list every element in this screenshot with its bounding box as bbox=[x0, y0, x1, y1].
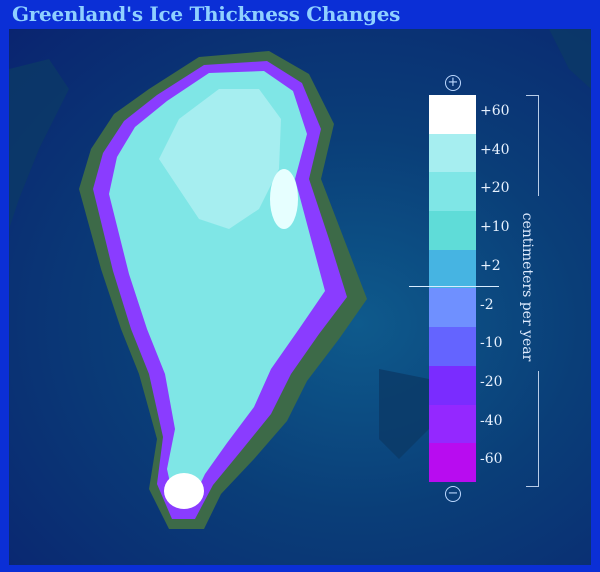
legend-unit-label: centimeters per year bbox=[519, 212, 535, 362]
plus-icon: + bbox=[445, 75, 461, 91]
legend-swatch bbox=[429, 288, 476, 328]
legend-swatch bbox=[429, 443, 476, 482]
legend-label: +20 bbox=[480, 180, 510, 197]
legend-label: +40 bbox=[480, 141, 510, 158]
map-title: Greenland's Ice Thickness Changes bbox=[12, 2, 401, 26]
legend-label: +60 bbox=[480, 103, 510, 119]
legend-swatch bbox=[429, 365, 476, 405]
legend-swatch bbox=[429, 211, 476, 250]
legend-swatch bbox=[429, 172, 476, 212]
ice-high-thickening bbox=[159, 89, 281, 229]
legend-color-bar bbox=[429, 95, 476, 482]
ice-max-thickening-south bbox=[164, 473, 204, 509]
legend-bracket-bottom bbox=[526, 371, 539, 487]
legend-swatch bbox=[429, 404, 476, 444]
legend-label: -60 bbox=[480, 451, 503, 468]
legend-swatch bbox=[429, 327, 476, 366]
map-panel: + +60 +40 +20 +10 +2 -2 -10 -20 -40 -60 − centime… bbox=[9, 29, 591, 565]
legend-label: +10 bbox=[480, 219, 510, 236]
legend-label: -2 bbox=[480, 296, 494, 313]
greenland-map bbox=[9, 29, 591, 529]
legend-swatch bbox=[429, 95, 476, 134]
legend-label: -10 bbox=[480, 335, 503, 352]
legend-label: -20 bbox=[480, 373, 503, 390]
legend-label: -40 bbox=[480, 412, 503, 429]
legend-bracket-top bbox=[526, 95, 539, 196]
legend-swatch bbox=[429, 133, 476, 173]
legend-label: +2 bbox=[480, 257, 501, 274]
legend-swatch bbox=[429, 249, 476, 289]
zero-line bbox=[409, 286, 499, 287]
minus-icon: − bbox=[445, 486, 461, 502]
ice-max-thickening-north bbox=[270, 169, 298, 229]
